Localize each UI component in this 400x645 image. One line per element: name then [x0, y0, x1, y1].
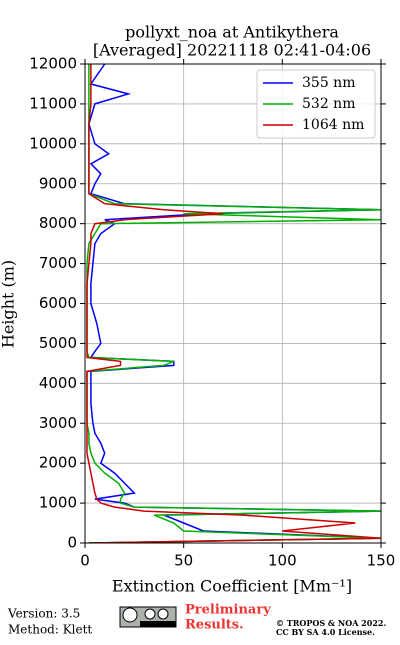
plot-frame — [84, 63, 382, 544]
x-tick-label: 0 — [80, 552, 90, 570]
y-tick-label: 3000 — [39, 414, 77, 432]
license: CC BY SA 4.0 License. — [276, 627, 375, 637]
y-tick-label: 8000 — [39, 214, 77, 232]
y-tick-label: 1000 — [39, 494, 77, 512]
y-tick-label: 7000 — [39, 254, 77, 272]
method: Method: Klett — [8, 623, 92, 637]
y-tick-label: 9000 — [39, 174, 77, 192]
y-tick-label: 0 — [67, 534, 77, 552]
x-tick-label: 100 — [268, 552, 297, 570]
y-tick-label: 5000 — [39, 334, 77, 352]
legend-label: 1064 nm — [302, 117, 364, 133]
y-tick-label: 2000 — [39, 454, 77, 472]
preliminary: Preliminary — [185, 603, 271, 618]
profile-line — [86, 64, 381, 543]
legend-label: 532 nm — [302, 96, 355, 112]
y-tick-label: 6000 — [39, 294, 77, 312]
copyright: © TROPOS & NOA 2022. — [276, 618, 386, 628]
cc-logo — [119, 606, 177, 628]
chart-subtitle: [Averaged] 20221118 02:41-04:06 — [93, 41, 371, 60]
chart-title: pollyxt_noa at Antikythera — [125, 23, 339, 42]
y-tick-label: 11000 — [29, 94, 77, 112]
legend-box — [256, 69, 376, 139]
y-tick-label: 12000 — [29, 55, 77, 73]
x-tick-label: 150 — [367, 552, 396, 570]
x-axis-label: Extinction Coefficient [Mm⁻¹] — [112, 577, 352, 596]
y-tick-label: 4000 — [39, 374, 77, 392]
y-tick-label: 10000 — [29, 134, 77, 152]
x-tick-label: 50 — [174, 552, 193, 570]
profile-line — [88, 64, 381, 543]
legend-label: 355 nm — [302, 75, 355, 91]
y-axis-label: Height (m) — [0, 260, 18, 348]
results: Results. — [185, 618, 244, 633]
version: Version: 3.5 — [7, 607, 80, 621]
